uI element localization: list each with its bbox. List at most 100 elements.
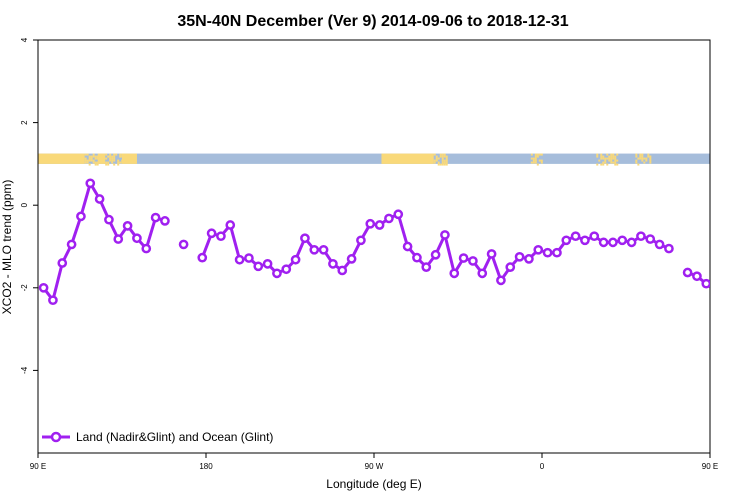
strip-speckle <box>534 157 537 160</box>
series-line <box>687 271 710 287</box>
strip-speckle <box>530 161 533 164</box>
strip-speckle <box>643 161 646 164</box>
strip-speckle <box>84 161 87 164</box>
data-point <box>598 237 609 248</box>
data-point <box>552 247 562 258</box>
strip-speckle <box>94 163 97 166</box>
strip-speckle <box>92 159 95 162</box>
strip-speckle <box>610 157 613 160</box>
data-point <box>580 235 590 246</box>
strip-speckle <box>649 157 652 160</box>
strip-speckle <box>94 161 97 164</box>
data-point <box>160 216 170 226</box>
strip-speckle <box>441 163 444 166</box>
strip-speckle <box>614 159 617 162</box>
strip-speckle <box>111 155 114 158</box>
data-point <box>617 235 628 246</box>
strip-speckle <box>117 161 120 164</box>
strip-speckle <box>111 159 114 162</box>
data-point <box>328 258 338 269</box>
data-point <box>290 254 301 265</box>
strip-speckle <box>635 159 638 162</box>
strip-speckle <box>439 153 442 156</box>
strip-speckle <box>532 157 535 160</box>
data-point <box>253 261 264 272</box>
strip-speckle <box>441 161 444 164</box>
strip-speckle <box>540 161 543 164</box>
data-point <box>626 237 637 248</box>
strip-speckle <box>604 161 607 164</box>
data-point <box>150 212 161 223</box>
strip-speckle <box>121 161 124 164</box>
strip-speckle <box>109 157 112 160</box>
strip-speckle <box>602 163 605 166</box>
strip-speckle <box>614 163 617 166</box>
data-point <box>468 256 478 266</box>
data-point <box>486 249 497 259</box>
strip-speckle <box>437 161 440 164</box>
strip-speckle <box>649 159 652 162</box>
data-point <box>38 282 49 293</box>
strip-speckle <box>610 161 613 164</box>
x-tick-label: 90 E <box>702 462 718 471</box>
strip-land-segment <box>97 153 106 164</box>
legend: Land (Nadir&Glint) and Ocean (Glint) <box>42 430 273 444</box>
strip-speckle <box>598 159 601 162</box>
strip-speckle <box>540 153 543 156</box>
strip-speckle <box>614 157 617 160</box>
data-point <box>234 254 245 265</box>
strip-speckle <box>608 157 611 160</box>
strip-speckle <box>433 161 436 164</box>
data-point <box>197 252 208 263</box>
strip-speckle <box>90 155 93 158</box>
strip-speckle <box>635 161 638 164</box>
strip-speckle <box>441 155 444 158</box>
series-group <box>38 178 719 306</box>
strip-speckle <box>96 161 99 164</box>
strip-speckle <box>604 159 607 162</box>
data-point <box>608 237 618 248</box>
data-point <box>48 295 58 306</box>
strip-speckle <box>637 157 640 160</box>
strip-speckle <box>445 161 448 164</box>
strip-speckle <box>119 153 122 156</box>
data-point <box>421 262 432 272</box>
data-point <box>430 249 441 260</box>
data-point <box>712 284 719 291</box>
strip-speckle <box>90 159 93 162</box>
strip-speckle <box>532 161 535 164</box>
strip-speckle <box>639 153 642 156</box>
data-point <box>384 213 394 224</box>
data-point <box>132 233 142 244</box>
data-point <box>393 209 404 220</box>
data-point <box>76 211 86 222</box>
data-point <box>356 235 366 246</box>
strip-land-segment <box>122 153 137 164</box>
data-point <box>561 235 572 246</box>
strip-speckle <box>641 155 644 158</box>
strip-speckle <box>107 163 110 166</box>
x-tick-label: 90 W <box>365 462 384 471</box>
x-tick-label: 90 E <box>30 462 46 471</box>
data-point <box>104 214 114 225</box>
strip-speckle <box>604 157 607 160</box>
strip-speckle <box>443 153 446 156</box>
strip-speckle <box>445 159 448 162</box>
strip-speckle <box>113 155 116 158</box>
strip-speckle <box>96 157 99 160</box>
data-point <box>281 264 292 275</box>
strip-ocean <box>38 153 710 164</box>
strip-speckle <box>536 153 539 156</box>
strip-speckle <box>88 159 91 162</box>
strip-speckle <box>540 159 543 162</box>
strip-speckle <box>90 157 93 160</box>
strip-speckle <box>445 163 448 166</box>
data-point <box>141 243 152 254</box>
strip-speckle <box>641 153 644 156</box>
data-point <box>449 268 460 279</box>
strip-speckle <box>117 159 120 162</box>
strip-speckle <box>86 159 89 162</box>
strip-speckle <box>119 161 122 164</box>
data-point <box>542 247 553 258</box>
data-point <box>496 275 506 286</box>
